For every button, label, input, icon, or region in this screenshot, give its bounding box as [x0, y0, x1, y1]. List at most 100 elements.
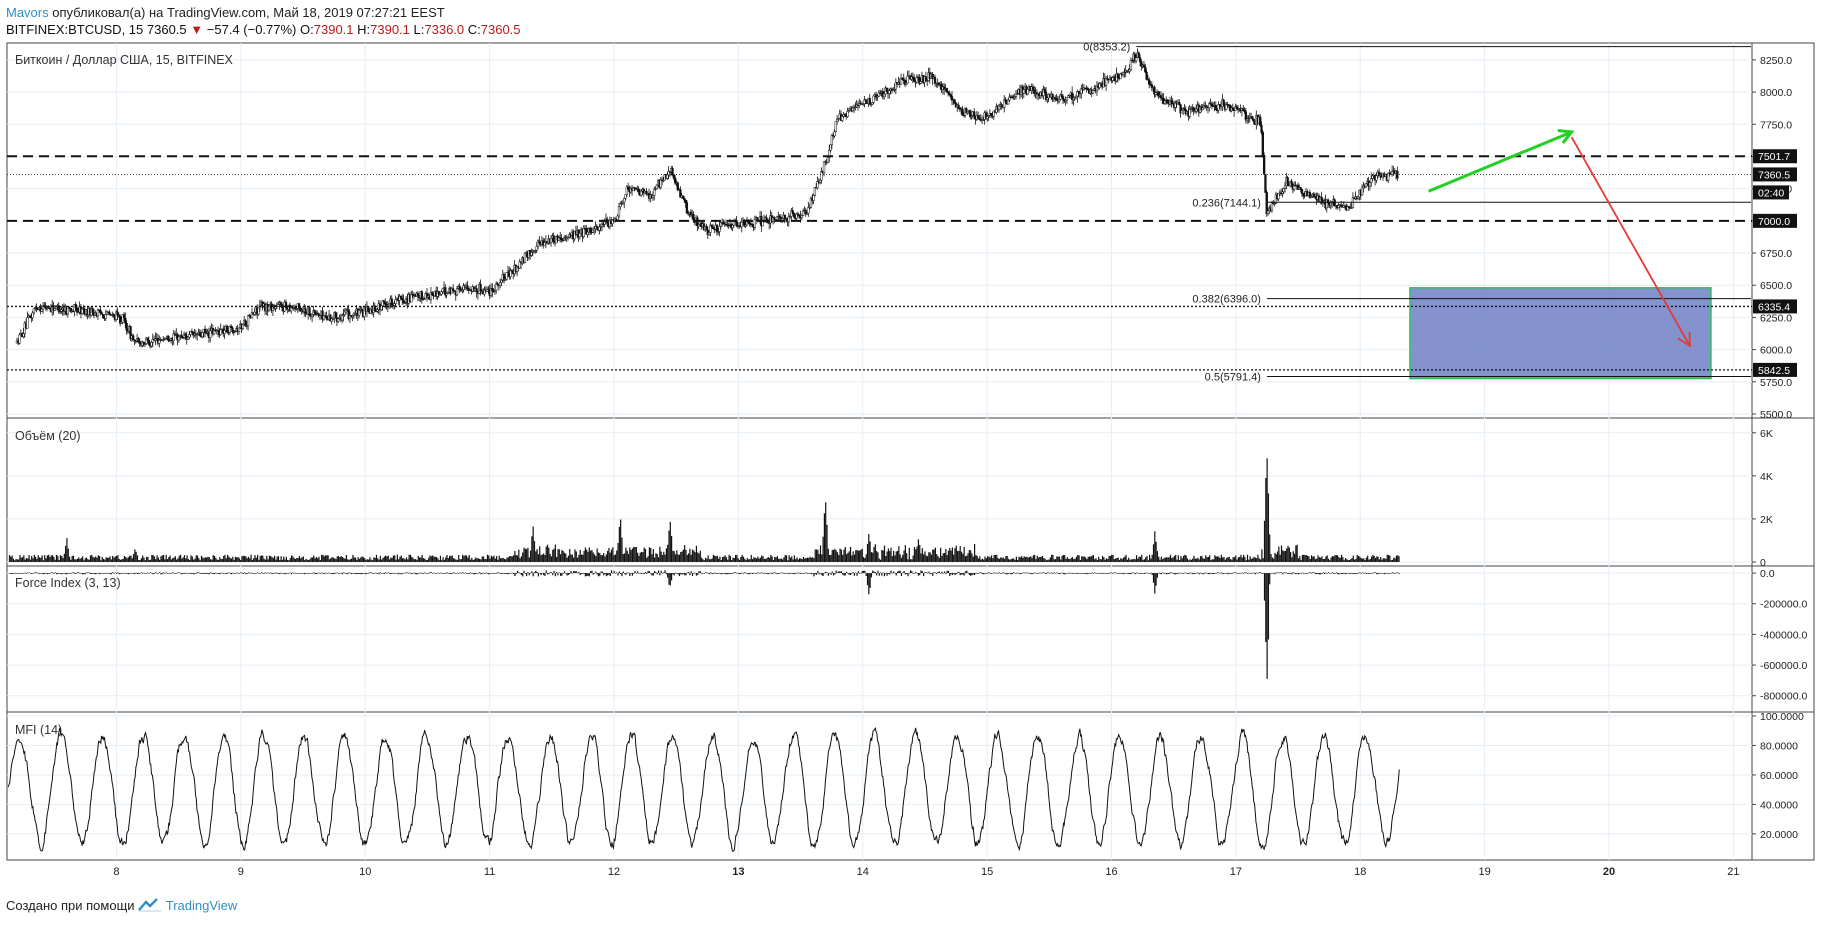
force-index-bar [1155, 573, 1157, 586]
force-index-bar [110, 573, 112, 575]
force-index-bar [708, 573, 711, 575]
volume-bar [336, 556, 338, 562]
volume-bar [1304, 555, 1306, 562]
candle-body [99, 309, 102, 314]
volume-bar [1365, 557, 1367, 562]
volume-bar [1146, 555, 1148, 562]
candle-body [715, 224, 719, 233]
force-index-bar [435, 573, 438, 574]
candle-body [676, 182, 679, 190]
force-index-bar [1116, 573, 1118, 574]
candle-body [1140, 61, 1143, 67]
volume-bar [210, 559, 212, 562]
symbol-label[interactable]: BITFINEX:BTCUSD, 15 [6, 22, 144, 37]
force-index-bar [817, 570, 819, 574]
force-index-bar [149, 572, 152, 574]
candle-body [184, 333, 187, 337]
candle-body [343, 311, 346, 315]
force-index-bar [614, 572, 617, 574]
volume-bar [1218, 556, 1220, 562]
candle-body [1313, 195, 1317, 198]
force-index-bar [1201, 573, 1203, 574]
volume-bar [1370, 556, 1373, 562]
volume-bar [913, 547, 916, 562]
candle-body [150, 342, 153, 347]
force-index-bar [1224, 573, 1226, 574]
volume-bar [51, 555, 54, 562]
force-index-bar [388, 573, 391, 574]
candle-body [820, 171, 823, 181]
force-index-bar [872, 570, 874, 574]
volume-bar [240, 559, 242, 562]
volume-bar [501, 558, 503, 562]
force-index-bar [592, 573, 594, 575]
force-index-bar [467, 573, 469, 574]
volume-bar [618, 526, 620, 562]
force-index-bar [1095, 573, 1097, 574]
force-index-bar [166, 573, 169, 574]
force-index-bar [940, 573, 942, 574]
force-index-bar [770, 572, 772, 574]
volume-bar [1374, 557, 1377, 562]
volume-bar [809, 556, 811, 562]
volume-bar [241, 556, 243, 562]
candle-body [420, 291, 423, 300]
force-index-bar [805, 572, 807, 574]
candle-body [599, 226, 602, 228]
force-index-bar [142, 573, 144, 574]
candle-body [621, 201, 625, 204]
force-index-bar [304, 573, 306, 575]
author-link[interactable]: Mavors [6, 5, 49, 20]
tradingview-brand-link[interactable]: TradingView [165, 898, 238, 913]
volume-bar [663, 551, 665, 562]
candle-body [1091, 90, 1095, 94]
force-index-bar [74, 573, 76, 574]
volume-bar [318, 556, 320, 562]
date-tick-label: 20 [1603, 866, 1615, 878]
target-zone-rectangle[interactable] [1409, 287, 1712, 380]
force-index-bar [588, 573, 590, 577]
volume-bar [937, 556, 939, 562]
candle-body [1312, 193, 1315, 197]
volume-bar [243, 555, 246, 562]
force-index-bar [835, 570, 837, 574]
red-arrow[interactable] [1570, 136, 1691, 347]
volume-bar [629, 547, 631, 562]
force-index-bar [763, 572, 765, 574]
force-index-bar [1356, 573, 1358, 574]
volume-bar [979, 556, 981, 562]
volume-bar [48, 554, 50, 562]
volume-bar [1340, 554, 1343, 562]
force-index-bar [1363, 573, 1365, 574]
force-index-bar [865, 573, 867, 576]
volume-bar [463, 556, 465, 562]
candle-body [711, 226, 715, 230]
force-index-bar [465, 573, 468, 574]
green-arrow[interactable] [1428, 130, 1573, 193]
force-index-bar [40, 573, 42, 574]
candle-body [1270, 202, 1274, 211]
volume-bar [1195, 558, 1198, 562]
candle-body [367, 306, 370, 312]
price-axis-label: 7750.0 [1760, 119, 1792, 131]
force-index-bar [885, 573, 887, 574]
volume-bar [311, 557, 314, 562]
volume-bar [785, 555, 788, 562]
force-index-bar [437, 572, 439, 574]
candle-body [707, 232, 711, 235]
force-index-bar [1321, 573, 1323, 574]
volume-bar [646, 557, 648, 562]
volume-bar [117, 555, 119, 562]
volume-bar [79, 558, 81, 562]
force-index-bar [1099, 573, 1101, 574]
volume-bar [302, 556, 304, 562]
volume-bar [924, 551, 926, 562]
volume-bar [324, 555, 327, 562]
candle-body [624, 194, 627, 199]
volume-bar [216, 559, 218, 562]
volume-bar [82, 556, 84, 562]
candle-body [145, 337, 148, 344]
volume-bar [1068, 558, 1070, 562]
force-index-bar [375, 573, 378, 574]
